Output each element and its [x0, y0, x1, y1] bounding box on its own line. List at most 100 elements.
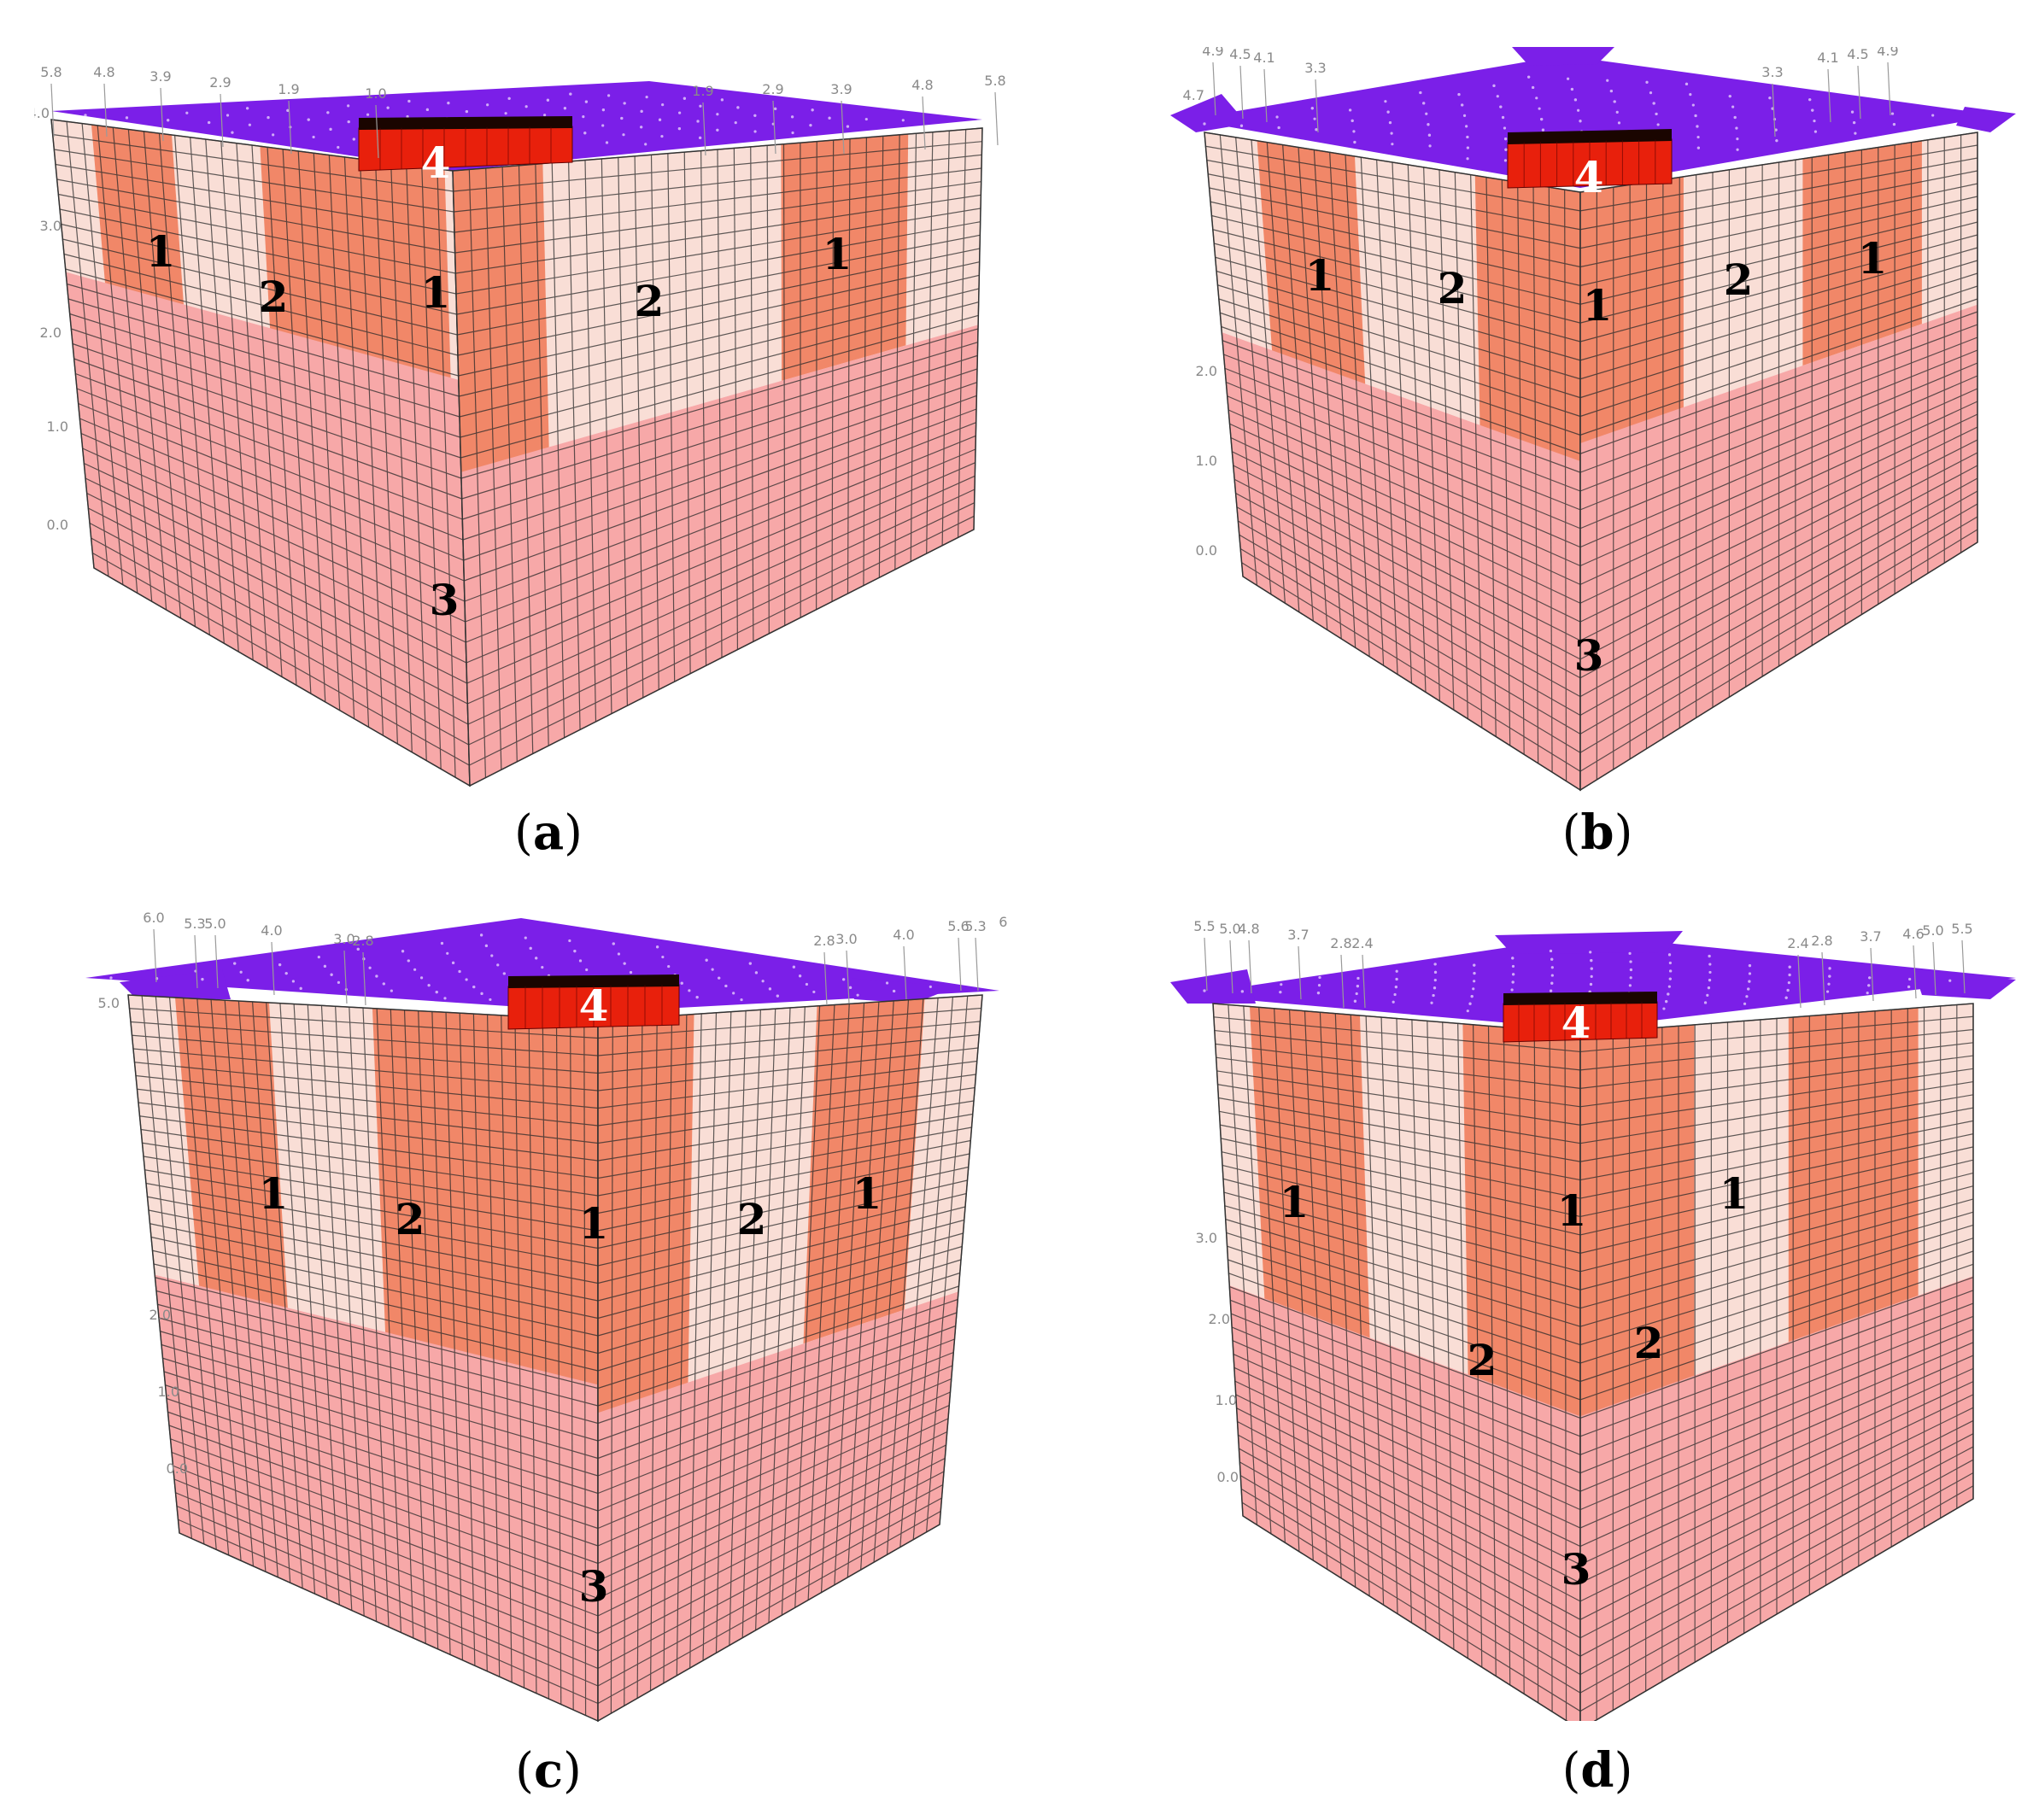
panel-c-axis-tick-label: 4.0	[893, 927, 914, 943]
panel-c-right-face	[597, 994, 983, 1723]
panel-a-right-face-mesh	[452, 127, 983, 787]
panel-d-side-tick-label: 0.0	[1217, 1469, 1239, 1485]
panel-a-region-label-1: 1	[146, 226, 176, 277]
panel-c-axis-tick-label: 5.3	[964, 918, 986, 934]
panel-c-axis-tick-label: 4.0	[261, 922, 282, 939]
panel-a-axis-poles: 5.8 4.8 3.9 2.9 1.9 1.0 1.9 2.9 3.9 4.8 5.8 4.0 3.0 2…	[34, 64, 1006, 533]
panel-a-side-tick-label: 4.0	[34, 105, 50, 121]
panel-b-region-label-3: 3	[1574, 630, 1604, 681]
panel-a-left-face	[50, 119, 471, 787]
panel-a-axis-tick-label: 2.9	[762, 81, 783, 97]
panel-d-region-label-1: 1	[1280, 1177, 1310, 1227]
panel-c-axis-pole	[846, 950, 850, 1004]
panel-c-region-label-2: 2	[395, 1194, 425, 1244]
panel-c-red-block	[507, 974, 680, 1030]
panel-d-axis-pole	[1961, 939, 1966, 994]
panel-d-axis-tick-label: 3.7	[1860, 928, 1881, 945]
panel-b-axis-tick-label: 4.5	[1847, 47, 1868, 62]
panel-a-axis-tick-label: 2.9	[209, 74, 231, 91]
panel-c-region-label-3: 3	[579, 1561, 609, 1612]
panel-c-right-face-outline	[597, 994, 983, 1723]
panel-d-axis-tick-label: 2.4	[1351, 935, 1373, 951]
panel-b-axis-pole	[1263, 68, 1268, 123]
panel-d-drawing: 5.5 5.04.8 3.72.8 2.4 2.4 2.8 3.7 4.65.0 5.53.02…	[1170, 918, 2016, 1721]
panel-c-axis-tick-label: 3.0	[835, 931, 857, 947]
panel-a-axis-pole	[375, 104, 379, 159]
panel-d-axis-tick-label: 5.0	[1219, 921, 1240, 937]
panel-a-side-tick-label: 3.0	[40, 218, 62, 234]
panel-d-axis-tick-label: 2.4	[1787, 935, 1808, 951]
panel-d-axis-pole	[1932, 941, 1936, 996]
panel-b-right-face	[1579, 132, 1978, 792]
panel-c-left-face-lower-zone	[155, 1274, 598, 1721]
panel-b-red-block-mesh	[1523, 139, 1656, 188]
panel-d-axis-pole	[1229, 939, 1233, 994]
panel-d-side-tick-label: 2.0	[1209, 1311, 1230, 1327]
panel-a-right-face-outline	[452, 127, 983, 787]
panel-a-axis-tick-label: 3.9	[149, 68, 171, 85]
panel-a-region-label-1: 1	[823, 229, 853, 279]
panel-b-axis-pole	[1857, 65, 1861, 120]
panel-d-axis-tick-label: 3.7	[1287, 927, 1309, 943]
panel-d-axis-tick-label: 4.6	[1902, 926, 1924, 942]
panel-b-region-label-2: 2	[1438, 263, 1468, 313]
panel-d-left-face	[1212, 1003, 1581, 1721]
panel-d-axis-poles: 5.5 5.04.8 3.72.8 2.4 2.4 2.8 3.7 4.65.0 5.53.02…	[1193, 918, 1972, 1485]
panel-c-axis-tick-label: 6.0	[999, 914, 1008, 930]
panel-d-top-surface	[1170, 931, 2016, 1029]
panel-a-side-tick-label: 0.0	[47, 517, 68, 533]
panel-b-right-face-outline	[1579, 132, 1978, 792]
panel-b-region-labels: 1 2 1 2 1 3 4	[1305, 152, 1888, 681]
panel-a-right-face	[452, 127, 983, 787]
panel-a-region-label-4: 4	[421, 138, 451, 188]
panel-c-region-label-1: 1	[259, 1168, 289, 1219]
panel-b-axis-pole	[1772, 83, 1776, 138]
panel-a-axis-pole	[772, 100, 776, 155]
panel-c: 6.05.35.04.03.02.82.83.04.05.65.36.05.02…	[34, 901, 1008, 1734]
panel-a-region-label-2: 2	[635, 276, 665, 326]
panel-a: 5.8 4.8 3.9 2.9 1.9 1.0 1.9 2.9 3.9 4.8 5.8 4.0 3.0 2…	[34, 51, 1008, 811]
panel-a-axis-tick-label: 4.8	[911, 77, 933, 93]
panel-c-axis-pole	[153, 928, 157, 983]
panel-b: 4.9 4.5 4.1 3.3 3.3 4.1 4.5 4.9 4.7 2.0 1.0 0.0 1 2 1 2…	[1170, 47, 2024, 799]
panel-b-top-flap-3	[1512, 47, 1614, 66]
panel-b-axis-pole	[1239, 65, 1244, 120]
panel-b-axis-pole	[1315, 79, 1319, 133]
panel-c-axis-pole	[271, 941, 275, 996]
panel-d-region-labels: 1 1 1 2 2 3 4	[1280, 998, 1749, 1595]
panel-c-top-flap-2	[846, 978, 957, 1004]
panel-b-axis-tick-label: 3.3	[1304, 60, 1326, 76]
panel-d-region-label-3: 3	[1561, 1544, 1591, 1595]
panel-d-red-block	[1503, 992, 1658, 1043]
panel-a-left-face-mesh	[50, 119, 471, 787]
panel-c-region-label-4: 4	[579, 980, 609, 1031]
panel-c-side-tick-label: 5.0	[98, 995, 120, 1011]
panel-d-right-face	[1579, 1003, 1974, 1721]
panel-d-axis-pole	[1870, 947, 1874, 1002]
panel-a-axis-tick-label: 1.9	[278, 81, 299, 97]
panel-b-axis-pole	[1212, 61, 1216, 116]
panel-d-left-face-outline	[1212, 1003, 1581, 1721]
panel-c-axis-tick-label: 2.8	[813, 933, 835, 949]
panel-d-axis-pole	[1248, 939, 1252, 994]
panel-b-caption: (b)	[1561, 805, 1633, 861]
panel-d-top-plane	[1187, 935, 2016, 1029]
panel-a-drawing: 5.8 4.8 3.9 2.9 1.9 1.0 1.9 2.9 3.9 4.8 5.8 4.0 3.0 2…	[34, 64, 1006, 787]
panel-c-axis-pole	[903, 945, 907, 1000]
panel-b-axis-tick-label: 3.3	[1761, 64, 1783, 80]
panel-c-region-label-1: 1	[853, 1168, 882, 1219]
panel-d-region-label-2: 2	[1634, 1318, 1664, 1368]
panel-b-axis-tick-label: 4.9	[1202, 47, 1223, 59]
panel-d-top-flap-3	[1495, 931, 1683, 954]
panel-c-axis-tick-label: 5.6	[947, 918, 969, 934]
panel-c-axis-tick-label: 6.0	[143, 910, 164, 926]
panel-a-axis-pole	[922, 96, 926, 150]
panel-a-axis-pole	[288, 100, 292, 155]
panel-c-axis-tick-label: 3.0	[333, 931, 354, 947]
panel-b-side-tick-label: 0.0	[1196, 542, 1217, 559]
panel-a-axis-tick-label: 3.9	[830, 81, 852, 97]
panel-d-axis-pole	[1340, 954, 1345, 1009]
panel-d-right-face-column-2	[1788, 1007, 1919, 1343]
panel-b-region-label-4: 4	[1574, 152, 1604, 202]
panel-d-region-label-2: 2	[1468, 1335, 1497, 1385]
